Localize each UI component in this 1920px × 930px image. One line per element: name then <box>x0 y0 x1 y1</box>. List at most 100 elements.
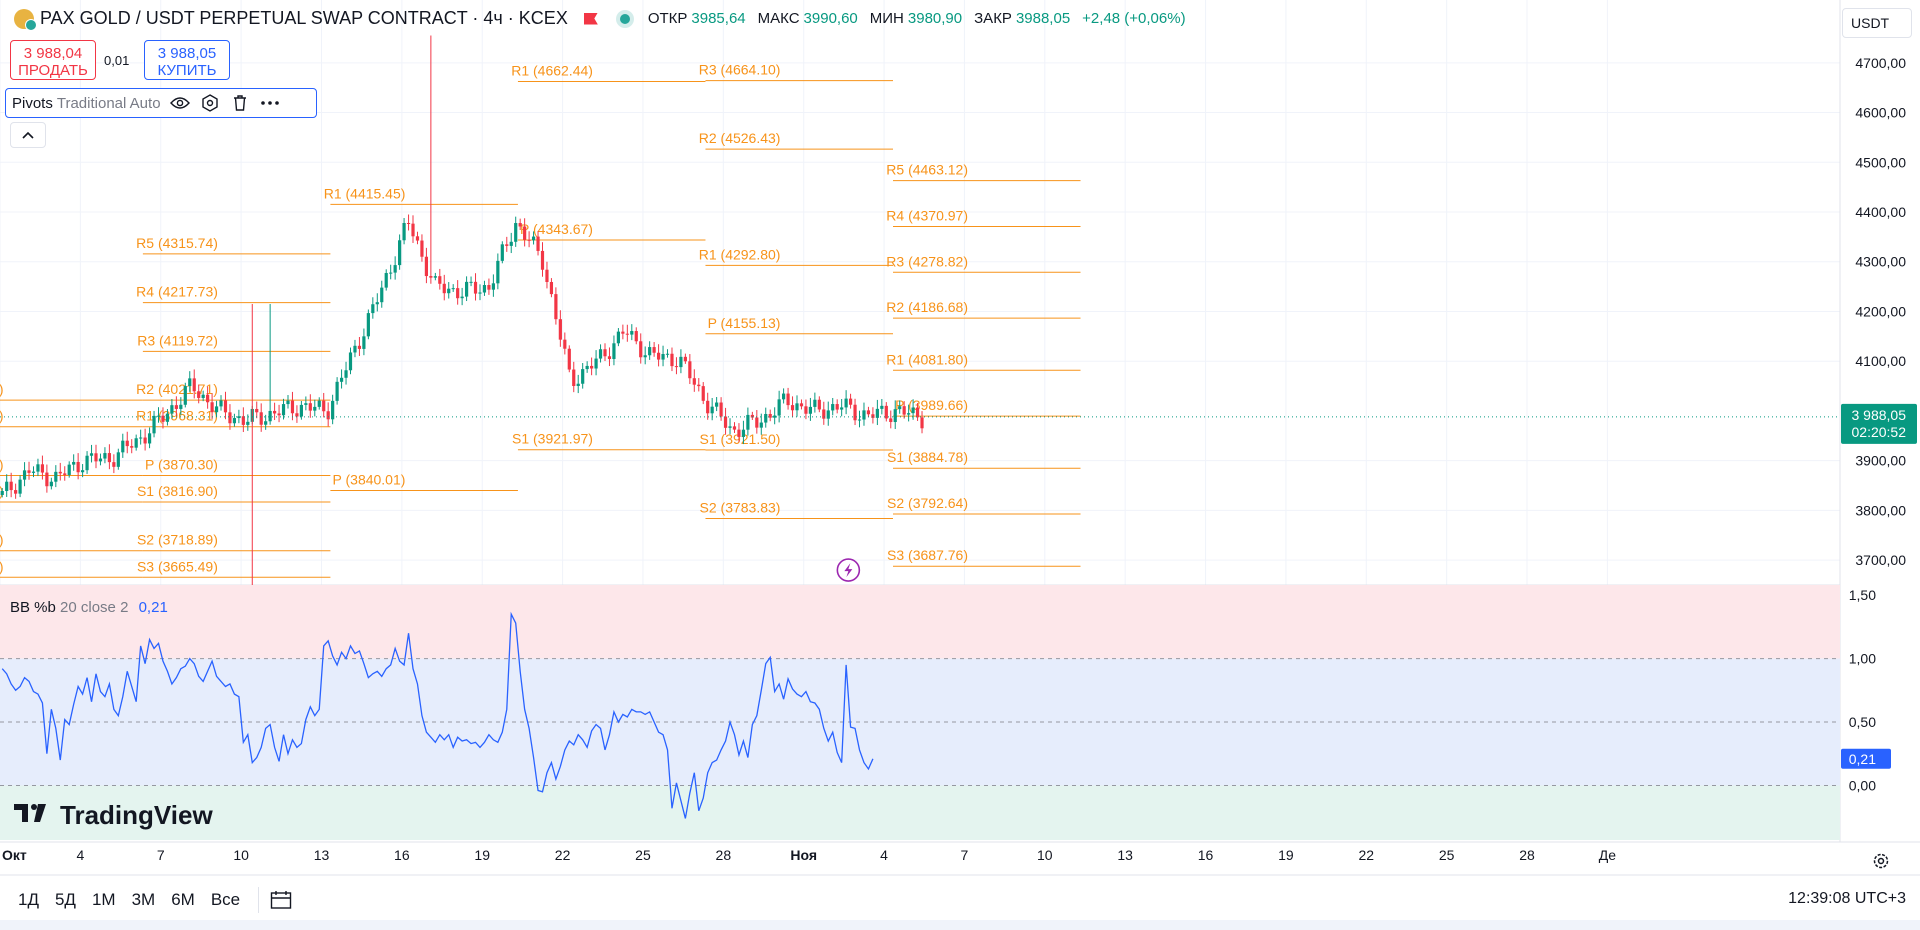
range-3m-button[interactable]: 3М <box>131 890 156 909</box>
candle-body <box>241 416 245 425</box>
candle <box>223 391 228 420</box>
chart-settings-button[interactable] <box>1868 848 1894 874</box>
candle <box>500 241 504 264</box>
candle-body <box>688 361 692 379</box>
candle-body <box>786 393 790 406</box>
candle <box>411 215 415 243</box>
candle-body <box>277 413 281 416</box>
buy-button[interactable]: 3 988,05 КУПИТЬ <box>144 40 230 80</box>
collapse-legend-button[interactable] <box>10 122 46 148</box>
market-status-icon[interactable] <box>619 13 630 24</box>
candle-body <box>415 236 420 241</box>
trash-icon[interactable] <box>229 92 251 114</box>
candle <box>549 278 554 298</box>
candle-body <box>844 398 848 408</box>
symbol-title[interactable]: PAX GOLD / USDT PERPETUAL SWAP CONTRACT … <box>40 8 568 28</box>
candle-body <box>840 407 844 410</box>
bb-indicator-legend[interactable]: BB %b 20 close 2 0,21 <box>10 599 168 616</box>
candle-body <box>746 414 750 430</box>
candle-body <box>125 440 129 447</box>
candle <box>317 397 321 410</box>
candle <box>49 477 53 490</box>
candle <box>375 293 379 312</box>
calendar-icon[interactable] <box>269 889 293 911</box>
settings-icon[interactable] <box>199 92 221 114</box>
pivot-label: R3 (4278.82) <box>886 253 968 269</box>
pivot-label: R1 (3968.31) <box>0 408 4 424</box>
range-5d-button[interactable]: 5Д <box>54 890 76 909</box>
candle-body <box>701 386 705 401</box>
utc-clock[interactable]: 12:39:08 UTC+3 <box>1788 890 1906 907</box>
candle <box>130 439 134 454</box>
range-1d-button[interactable]: 1Д <box>18 890 39 909</box>
pivots-indicator-legend[interactable]: Pivots Traditional Auto <box>5 88 317 118</box>
currency-selector[interactable]: USDT <box>1842 8 1912 38</box>
candle <box>344 361 348 385</box>
candle <box>880 398 884 415</box>
candle-body <box>371 304 375 314</box>
candle <box>429 35 433 284</box>
eye-icon[interactable] <box>169 92 191 114</box>
candle-body <box>357 345 362 349</box>
candle <box>81 464 85 478</box>
candle-body <box>710 406 714 414</box>
candle <box>165 409 170 426</box>
pivot-label: S2 (3718.89) <box>137 532 218 548</box>
bb-tick-label: 0,50 <box>1849 714 1876 730</box>
candle-body <box>674 366 679 368</box>
candle <box>875 399 879 426</box>
candle-body <box>741 429 746 437</box>
candle-body <box>232 418 237 424</box>
candle <box>456 280 460 305</box>
candle <box>237 409 241 424</box>
candle-body <box>527 239 531 241</box>
candle-body <box>853 404 857 421</box>
candle <box>353 339 357 358</box>
range-1m-button[interactable]: 1М <box>91 890 116 909</box>
candle <box>125 431 129 454</box>
candle <box>790 396 795 418</box>
candle <box>94 444 98 469</box>
candle <box>107 444 111 470</box>
symbol-header[interactable]: PAX GOLD / USDT PERPETUAL SWAP CONTRACT … <box>14 8 1194 31</box>
candle <box>523 218 527 247</box>
candle <box>491 274 495 297</box>
candle-body <box>107 453 111 463</box>
time-tick-label: Де <box>1599 847 1616 863</box>
candle <box>228 404 232 430</box>
candle <box>527 231 531 248</box>
candle-body <box>880 405 884 409</box>
last-price-line <box>0 416 1840 582</box>
candle-body <box>808 406 812 414</box>
sell-button[interactable]: 3 988,04 ПРОДАТЬ <box>10 40 96 80</box>
toolbar-divider <box>258 887 260 913</box>
spread-value: 0,01 <box>104 53 130 68</box>
candle-body <box>49 481 53 487</box>
pivot-label: S2 (3792.64) <box>887 495 968 511</box>
bb-indicator-value: 0,21 <box>138 599 168 616</box>
candle <box>299 400 303 420</box>
candle-body <box>322 400 326 412</box>
candle <box>268 304 272 425</box>
candle <box>514 216 518 247</box>
candle-body <box>764 413 768 423</box>
range-6m-button[interactable]: 6М <box>171 890 195 909</box>
candle <box>393 256 397 280</box>
candle <box>322 392 326 418</box>
more-icon[interactable] <box>259 92 281 114</box>
candle-body <box>130 446 134 448</box>
candle <box>804 399 808 420</box>
range-all-button[interactable]: Все <box>210 890 241 909</box>
candle <box>844 390 848 415</box>
candle <box>433 272 437 281</box>
tradingview-logo[interactable]: TradingView <box>14 800 213 831</box>
candle-body <box>246 421 250 425</box>
candle <box>406 214 411 231</box>
candle-body <box>139 437 143 439</box>
candle-body <box>590 365 594 369</box>
flag-icon[interactable] <box>583 12 598 25</box>
bb-band <box>0 785 1840 840</box>
candle <box>482 280 487 296</box>
candle <box>45 464 49 493</box>
